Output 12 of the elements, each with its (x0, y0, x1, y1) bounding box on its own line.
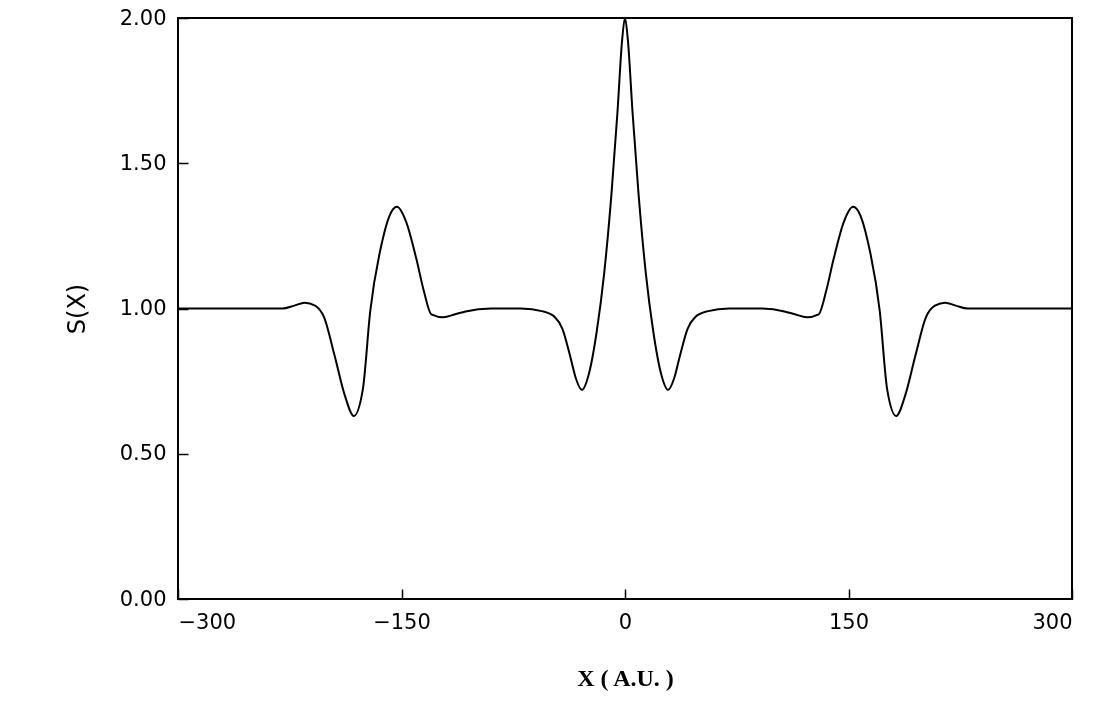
y-axis-title: S(X) (62, 283, 91, 335)
y-tick-label: 1.00 (119, 296, 167, 320)
x-tick-label: 300 (1032, 609, 1073, 634)
y-tick-label: 2.00 (119, 5, 167, 30)
x-tick-label: 150 (828, 609, 870, 634)
x-tick-label: −300 (178, 609, 237, 634)
y-tick-label: 0.00 (119, 586, 167, 611)
x-tick-label: 0 (618, 609, 633, 634)
x-axis-title: X ( A.U. ) (577, 664, 674, 691)
y-tick-label: 0.50 (119, 441, 167, 466)
y-tick-label: 1.50 (119, 150, 167, 175)
x-tick-label: −150 (373, 609, 431, 634)
